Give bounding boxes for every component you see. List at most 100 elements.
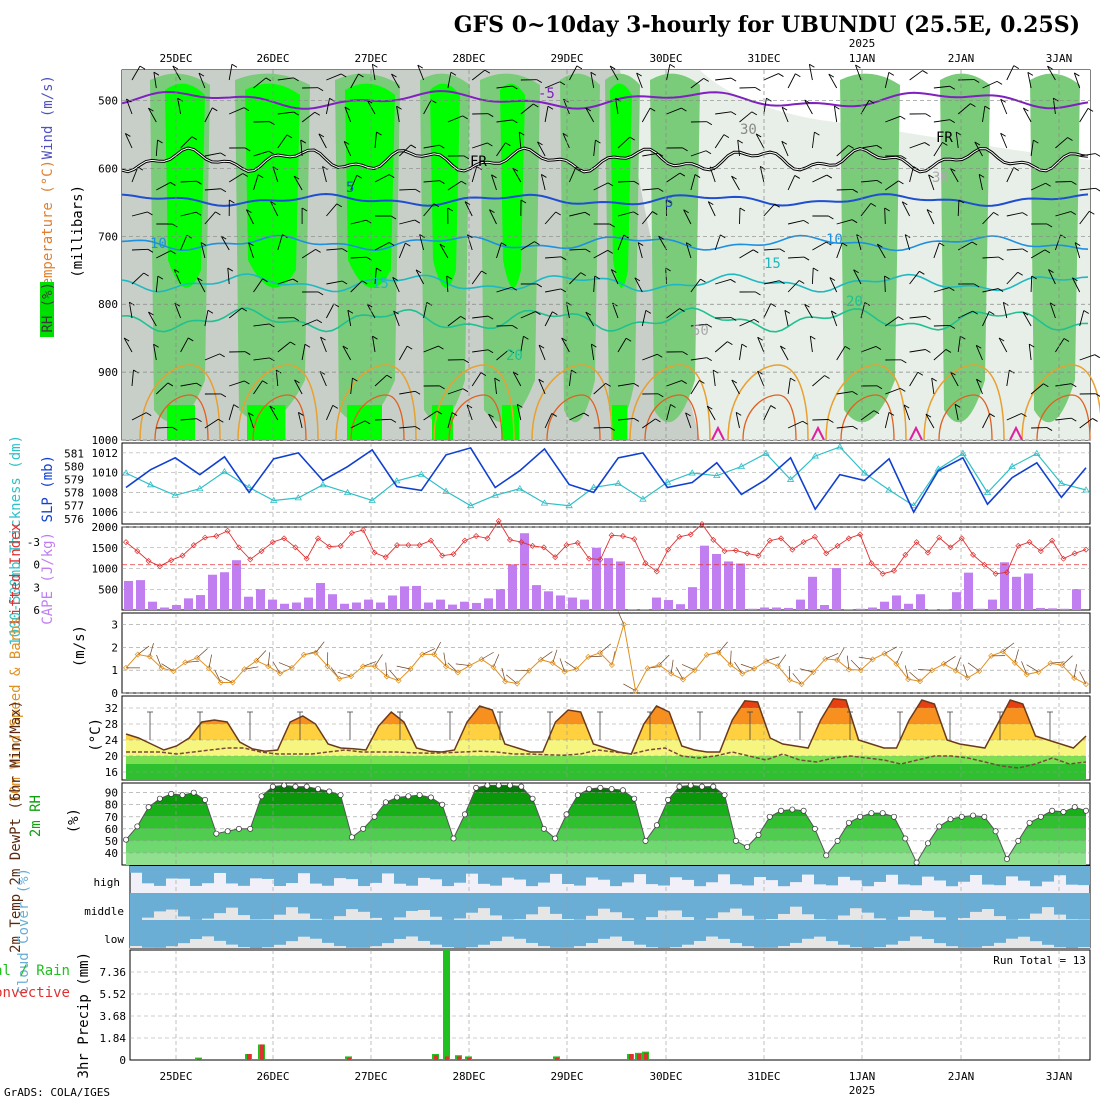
cloud-high-56 bbox=[802, 866, 814, 875]
rh-tick-40: 40 bbox=[105, 847, 118, 860]
barb-flag bbox=[170, 182, 176, 186]
barb-shaft bbox=[496, 286, 512, 293]
cloud-mid-34 bbox=[538, 893, 550, 907]
barb-flag bbox=[417, 64, 424, 69]
barb-shaft bbox=[715, 77, 732, 81]
cloud-low-45 bbox=[670, 920, 682, 948]
barb-flag bbox=[766, 97, 772, 102]
barb-flag bbox=[876, 180, 883, 184]
li-point bbox=[450, 551, 457, 558]
barb-flag bbox=[1095, 187, 1100, 192]
barb-shaft bbox=[1030, 275, 1033, 293]
li-point bbox=[495, 517, 502, 524]
barb-shaft bbox=[763, 248, 780, 251]
barb-shaft bbox=[860, 302, 866, 319]
barb-shaft bbox=[829, 277, 838, 293]
magenta-contour-2 bbox=[909, 425, 923, 441]
barb-shaft bbox=[399, 219, 415, 225]
barb-flag bbox=[949, 119, 955, 124]
cloud-high-68 bbox=[946, 866, 958, 887]
wind10-point bbox=[146, 653, 153, 660]
contour-label-5: 20 bbox=[846, 294, 863, 310]
barb-flag bbox=[227, 267, 234, 272]
temperature-label: Temperature (°C) bbox=[40, 160, 56, 295]
wind10-barb bbox=[540, 651, 553, 660]
barb-flag bbox=[512, 85, 518, 90]
barb-shaft bbox=[860, 144, 877, 149]
barb-shaft bbox=[1073, 72, 1081, 89]
barb-flag bbox=[215, 211, 221, 216]
barb-shaft bbox=[593, 276, 596, 293]
barb-flag bbox=[700, 278, 706, 283]
cloud-high-71 bbox=[982, 866, 994, 885]
barb-shaft bbox=[180, 180, 197, 183]
cloud-high-57 bbox=[814, 866, 826, 885]
barb-shaft bbox=[1079, 418, 1093, 429]
barb-shaft bbox=[885, 180, 899, 191]
barb-shaft bbox=[593, 182, 609, 191]
barb-flag bbox=[269, 357, 275, 362]
rh-core-3 bbox=[430, 83, 460, 288]
barb-shaft bbox=[1055, 383, 1072, 387]
barb-flag bbox=[870, 202, 877, 207]
top-date-8: 2JAN bbox=[948, 52, 975, 65]
barb-shaft bbox=[204, 152, 221, 157]
cloud-low-54 bbox=[778, 920, 790, 947]
precip-label: 3hr Precip (mm) bbox=[76, 952, 92, 1078]
barb-flag bbox=[848, 144, 854, 149]
barb-flag bbox=[559, 81, 566, 86]
barb-flag bbox=[657, 353, 663, 358]
cloud-high-11 bbox=[262, 866, 274, 879]
cloud-mid-47 bbox=[694, 893, 706, 920]
barb-shaft bbox=[690, 357, 707, 361]
thickness-label: 1000-500mb Thickness (dm) bbox=[8, 435, 24, 646]
cape-bar-74 bbox=[1012, 576, 1021, 610]
cape-bar-23 bbox=[400, 586, 409, 610]
barb-shaft bbox=[957, 103, 971, 115]
li-point bbox=[371, 549, 378, 556]
barb-shaft bbox=[666, 107, 682, 115]
wind10-point bbox=[763, 658, 769, 665]
wind10-barb bbox=[362, 661, 377, 667]
li-point bbox=[303, 555, 310, 562]
contour-plus10 bbox=[121, 234, 1089, 252]
barb-flag bbox=[147, 248, 154, 253]
li-point bbox=[608, 532, 615, 539]
cloud-high-5 bbox=[190, 866, 202, 886]
barb-flag bbox=[902, 201, 908, 206]
barb-flag bbox=[723, 134, 730, 138]
barb-flag bbox=[609, 427, 615, 431]
cloud-low-51 bbox=[742, 920, 754, 947]
barb-shaft bbox=[155, 140, 158, 157]
cloud-mid-79 bbox=[1078, 893, 1090, 920]
thickness-point bbox=[294, 494, 303, 501]
barb-shaft bbox=[269, 405, 279, 421]
thickness-point bbox=[663, 478, 672, 485]
barb-flag bbox=[637, 242, 644, 246]
li-point bbox=[1071, 550, 1078, 557]
precip-total-bar-5 bbox=[443, 950, 450, 1060]
cloud-mid-11 bbox=[262, 893, 274, 920]
cape-bar-12 bbox=[268, 599, 277, 610]
barb-shaft bbox=[763, 203, 775, 217]
rh-point bbox=[315, 786, 321, 792]
bottom-date-3: 28DEC bbox=[452, 1070, 485, 1083]
cape-bar-3 bbox=[160, 607, 169, 610]
cloud-low-37 bbox=[574, 920, 586, 947]
rh-point bbox=[676, 783, 683, 790]
cape-bar-62 bbox=[868, 607, 877, 610]
wind10-barb bbox=[740, 663, 755, 670]
barb-flag bbox=[248, 242, 254, 247]
cloud-mid-31 bbox=[502, 893, 514, 920]
cloud-high-73 bbox=[1006, 866, 1018, 877]
barb-flag bbox=[390, 215, 397, 220]
barb-flag bbox=[1045, 182, 1051, 187]
wind10-point bbox=[928, 667, 935, 674]
li-point bbox=[676, 533, 683, 540]
barb-shaft bbox=[563, 98, 570, 115]
rh-point bbox=[665, 796, 672, 803]
barb-shaft bbox=[568, 370, 572, 387]
li-point bbox=[766, 537, 773, 544]
barb-shaft bbox=[833, 106, 838, 123]
wind10-point bbox=[573, 666, 580, 673]
